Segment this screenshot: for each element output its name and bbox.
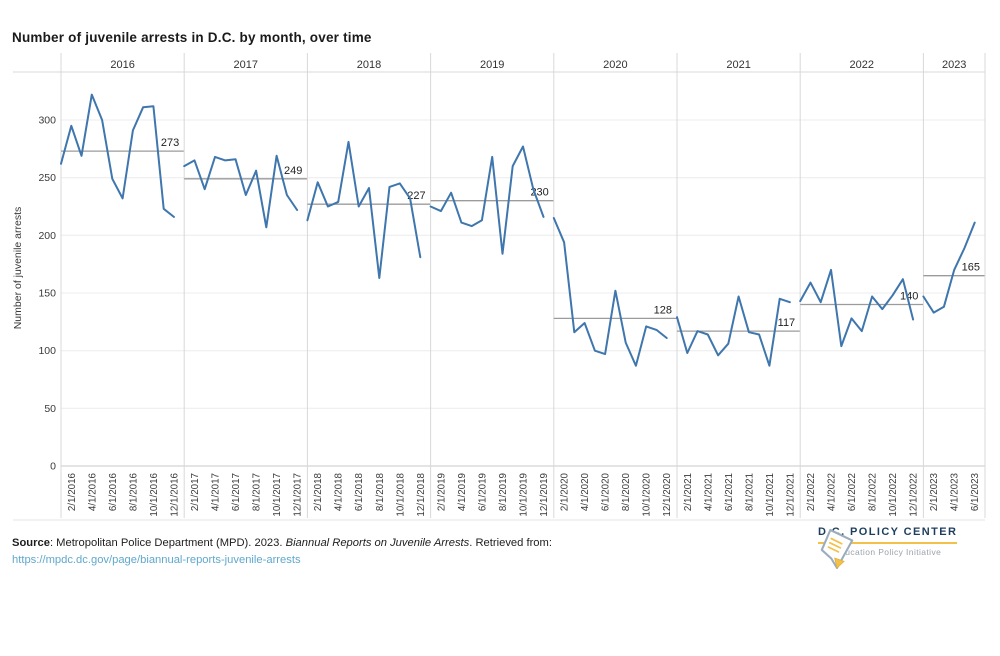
year-label-2018: 2018 bbox=[357, 59, 381, 71]
x-tick-label: 8/1/2020 bbox=[621, 472, 632, 511]
average-label-2017: 249 bbox=[284, 165, 302, 177]
x-tick-label: 6/1/2018 bbox=[354, 472, 365, 511]
x-tick-label: 8/1/2021 bbox=[744, 473, 755, 511]
x-tick-label: 2/1/2022 bbox=[806, 473, 817, 511]
data-line-2017 bbox=[183, 154, 299, 229]
data-line-2023 bbox=[922, 221, 976, 314]
average-label-2018: 227 bbox=[407, 190, 425, 202]
average-label-2021: 117 bbox=[778, 317, 796, 329]
x-tick-label: 10/1/2021 bbox=[765, 473, 776, 517]
x-tick-label: 8/1/2016 bbox=[128, 472, 139, 511]
x-tick-label: 2/1/2019 bbox=[436, 473, 447, 511]
x-tick-label: 4/1/2017 bbox=[211, 473, 222, 511]
x-tick-label: 4/1/2019 bbox=[457, 473, 468, 511]
dc-map-icon bbox=[820, 528, 854, 570]
x-tick-label: 10/1/2017 bbox=[272, 473, 283, 517]
average-label-2016: 273 bbox=[161, 137, 179, 149]
x-tick-label: 8/1/2017 bbox=[252, 473, 263, 511]
y-axis-title: Number of juvenile arrests bbox=[12, 207, 24, 330]
source-link[interactable]: https://mpdc.dc.gov/page/biannual-report… bbox=[12, 554, 301, 566]
source-label: Source bbox=[12, 537, 50, 549]
x-tick-label: 4/1/2016 bbox=[87, 472, 98, 511]
line-chart: 2016 273 2/1/2016 4/1/2016 6/1/2016 8/1/2016 1… bbox=[12, 53, 986, 521]
logo-text-block: D.C. POLICY CENTER Education Policy Init… bbox=[818, 526, 958, 557]
x-tick-label: 4/1/2018 bbox=[334, 472, 345, 511]
year-label-2021: 2021 bbox=[726, 59, 750, 71]
y-tick-label: 250 bbox=[38, 172, 56, 184]
average-label-2023: 165 bbox=[962, 262, 980, 274]
x-tick-label: 10/1/2018 bbox=[395, 472, 406, 516]
x-tick-label: 12/1/2016 bbox=[169, 472, 180, 516]
y-tick-label: 200 bbox=[38, 230, 56, 242]
x-tick-label: 12/1/2019 bbox=[539, 473, 550, 517]
x-tick-label: 2/1/2020 bbox=[560, 472, 571, 511]
source-suffix: . Retrieved from: bbox=[469, 537, 552, 549]
x-tick-label: 12/1/2022 bbox=[909, 473, 920, 517]
average-label-2022: 140 bbox=[900, 291, 918, 303]
average-label-2020: 128 bbox=[654, 304, 672, 316]
year-label-2017: 2017 bbox=[234, 59, 258, 71]
y-tick-label: 100 bbox=[38, 345, 56, 357]
logo-name: D.C. POLICY CENTER bbox=[818, 526, 958, 544]
x-tick-label: 2/1/2017 bbox=[190, 473, 201, 511]
x-tick-label: 10/1/2022 bbox=[888, 473, 899, 517]
x-tick-label: 12/1/2018 bbox=[416, 472, 427, 516]
dc-policy-center-logo: D.C. POLICY CENTER Education Policy Init… bbox=[818, 526, 958, 570]
x-tick-label: 8/1/2019 bbox=[498, 473, 509, 511]
x-tick-label: 12/1/2021 bbox=[785, 473, 796, 517]
y-tick-label: 150 bbox=[38, 288, 56, 300]
x-tick-label: 4/1/2021 bbox=[703, 473, 714, 511]
x-tick-label: 4/1/2023 bbox=[950, 472, 961, 511]
x-tick-label: 2/1/2016 bbox=[67, 472, 78, 511]
data-line-2016 bbox=[60, 93, 175, 218]
year-label-2016: 2016 bbox=[110, 59, 134, 71]
x-tick-label: 4/1/2020 bbox=[580, 472, 591, 511]
year-label-2023: 2023 bbox=[942, 59, 966, 71]
x-tick-label: 10/1/2020 bbox=[642, 472, 653, 516]
source-text: Source: Metropolitan Police Department (… bbox=[12, 536, 552, 551]
x-tick-label: 6/1/2017 bbox=[231, 473, 242, 511]
y-tick-label: 50 bbox=[44, 403, 56, 415]
x-tick-label: 6/1/2023 bbox=[970, 472, 981, 511]
x-tick-label: 2/1/2021 bbox=[683, 473, 694, 511]
x-tick-label: 10/1/2019 bbox=[519, 473, 530, 517]
y-tick-label: 300 bbox=[38, 115, 56, 127]
year-label-2019: 2019 bbox=[480, 59, 504, 71]
x-tick-label: 4/1/2022 bbox=[827, 473, 838, 511]
x-tick-label: 2/1/2018 bbox=[313, 472, 324, 511]
source-body: : Metropolitan Police Department (MPD). … bbox=[49, 537, 286, 549]
x-tick-label: 6/1/2016 bbox=[108, 472, 119, 511]
x-tick-label: 12/1/2017 bbox=[293, 473, 304, 517]
logo-subtitle: Education Policy Initiative bbox=[834, 547, 942, 557]
year-label-2020: 2020 bbox=[603, 59, 627, 71]
x-tick-label: 6/1/2019 bbox=[477, 473, 488, 511]
y-tick-label: 0 bbox=[50, 461, 56, 473]
year-label-2022: 2022 bbox=[850, 59, 874, 71]
x-tick-label: 8/1/2018 bbox=[375, 472, 386, 511]
data-line-2022 bbox=[799, 268, 915, 348]
x-tick-label: 12/1/2020 bbox=[662, 472, 673, 516]
data-line-2020 bbox=[552, 217, 668, 367]
data-line-2019 bbox=[429, 145, 545, 255]
source-report-title: Biannual Reports on Juvenile Arrests bbox=[285, 537, 470, 549]
data-line-2021 bbox=[676, 295, 791, 367]
x-tick-label: 6/1/2020 bbox=[601, 472, 612, 511]
page-title: Number of juvenile arrests in D.C. by mo… bbox=[12, 30, 372, 45]
x-tick-label: 6/1/2022 bbox=[847, 473, 858, 511]
data-line-2018 bbox=[306, 140, 422, 279]
x-tick-label: 10/1/2016 bbox=[149, 472, 160, 516]
x-tick-label: 2/1/2023 bbox=[929, 472, 940, 511]
x-tick-label: 6/1/2021 bbox=[724, 473, 735, 511]
x-tick-label: 8/1/2022 bbox=[868, 473, 879, 511]
